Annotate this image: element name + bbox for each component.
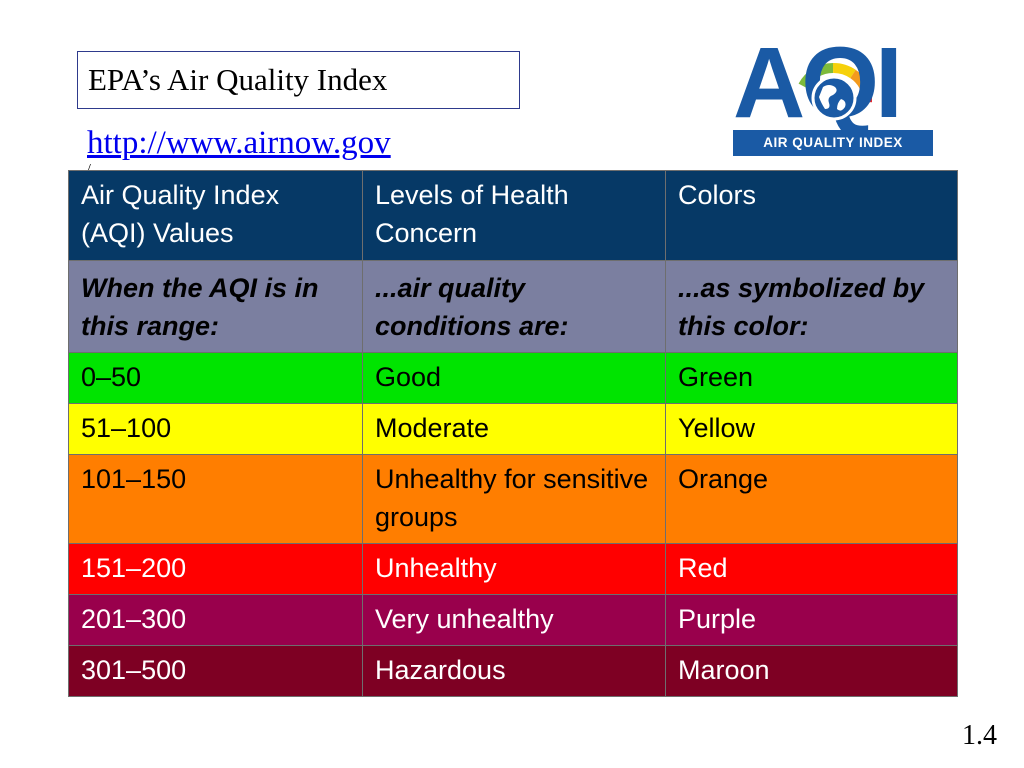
cell-level: Very unhealthy — [362, 594, 666, 646]
table-row: 301–500 Hazardous Maroon — [68, 645, 958, 697]
cell-range: 301–500 — [68, 645, 363, 697]
cell-range: 0–50 — [68, 352, 363, 404]
subheader-conditions: ...air quality conditions are: — [362, 260, 666, 353]
cell-color: Maroon — [665, 645, 958, 697]
header-aqi-values: Air Quality Index (AQI) Values — [68, 170, 363, 261]
url-tail: / — [87, 162, 91, 177]
subheader-range: When the AQI is in this range: — [68, 260, 363, 353]
cell-range: 51–100 — [68, 403, 363, 455]
cell-level: Unhealthy for sensitive groups — [362, 454, 666, 544]
table-row: 0–50 Good Green — [68, 352, 958, 404]
cell-range: 151–200 — [68, 543, 363, 595]
cell-color: Yellow — [665, 403, 958, 455]
cell-level: Unhealthy — [362, 543, 666, 595]
cell-color: Red — [665, 543, 958, 595]
gauge-arc-icon — [798, 63, 873, 103]
cell-color: Purple — [665, 594, 958, 646]
cell-level: Good — [362, 352, 666, 404]
cell-range: 101–150 — [68, 454, 363, 544]
globe-icon — [811, 75, 857, 121]
table-subheader-row: When the AQI is in this range: ...air qu… — [68, 260, 958, 353]
header-colors: Colors — [665, 170, 958, 261]
header-health-concern: Levels of Health Concern — [362, 170, 666, 261]
subheader-symbol: ...as symbolized by this color: — [665, 260, 958, 353]
aqi-logo: AQI AIR QUALITY INDEX — [733, 33, 933, 156]
logo-banner: AIR QUALITY INDEX — [733, 130, 933, 156]
table-row: 151–200 Unhealthy Red — [68, 543, 958, 595]
table-row: 201–300 Very unhealthy Purple — [68, 594, 958, 646]
table-header-row: Air Quality Index (AQI) Values Levels of… — [68, 170, 958, 261]
cell-color: Orange — [665, 454, 958, 544]
table-row: 101–150 Unhealthy for sensitive groups Ora… — [68, 454, 958, 544]
cell-range: 201–300 — [68, 594, 363, 646]
cell-level: Hazardous — [362, 645, 666, 697]
table-row: 51–100 Moderate Yellow — [68, 403, 958, 455]
page-number: 1.4 — [962, 720, 997, 751]
aqi-table: Air Quality Index (AQI) Values Levels of… — [68, 170, 958, 697]
cell-level: Moderate — [362, 403, 666, 455]
cell-color: Green — [665, 352, 958, 404]
slide-title: EPA’s Air Quality Index — [77, 51, 520, 109]
airnow-link[interactable]: http://www.airnow.gov — [87, 125, 391, 161]
